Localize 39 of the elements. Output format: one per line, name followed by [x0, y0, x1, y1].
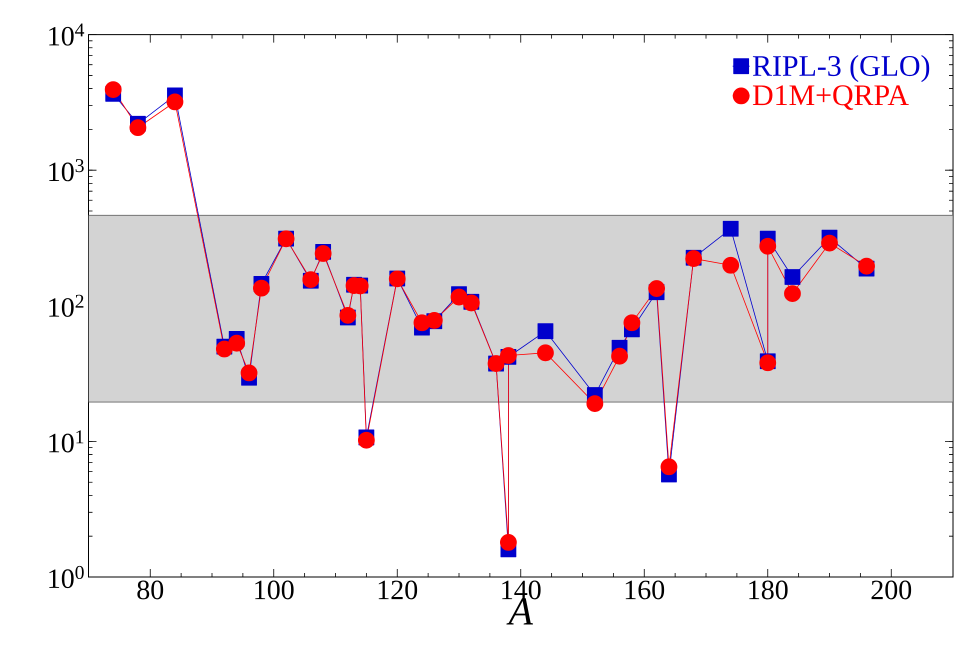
point — [624, 314, 640, 332]
y-tick-label: 10$^{4}$ — [49, 24, 84, 46]
x-tick-label: 100 — [255, 580, 294, 600]
point — [821, 234, 838, 252]
point — [253, 280, 270, 297]
point — [858, 258, 875, 275]
y-tick-label: 10$^{2}$ — [49, 294, 84, 317]
point — [166, 93, 184, 110]
point — [648, 280, 666, 297]
y-tick-label: 10$^{0}$ — [49, 566, 84, 588]
point — [240, 364, 258, 382]
point — [784, 269, 800, 285]
y-tick-label: 10$^{3}$ — [49, 159, 84, 182]
legend-label: D1M+QRPA — [752, 85, 909, 110]
x-tick-label: 120 — [378, 580, 418, 600]
x-tick-label: 80 — [137, 580, 164, 600]
point — [538, 323, 554, 340]
x-tick-label: 200 — [872, 580, 912, 600]
point — [500, 534, 517, 551]
point — [660, 458, 678, 476]
point — [450, 288, 468, 306]
point — [339, 306, 356, 324]
point — [228, 334, 246, 352]
point — [722, 256, 740, 274]
point — [130, 119, 146, 136]
point — [586, 395, 604, 412]
point — [104, 81, 122, 98]
x-tick-label: 160 — [626, 580, 664, 600]
point — [611, 348, 628, 365]
point — [759, 238, 776, 255]
point — [784, 285, 801, 302]
y-tick-label: 10$^{1}$ — [49, 430, 84, 452]
x-axis-title: A — [506, 598, 534, 624]
x-tick-label: 140 — [502, 580, 541, 600]
point — [358, 432, 375, 449]
point — [722, 220, 739, 237]
point — [537, 344, 554, 362]
x-tick-label: 180 — [749, 580, 788, 600]
legend-label: RIPL-3 (GLO) — [752, 55, 930, 82]
